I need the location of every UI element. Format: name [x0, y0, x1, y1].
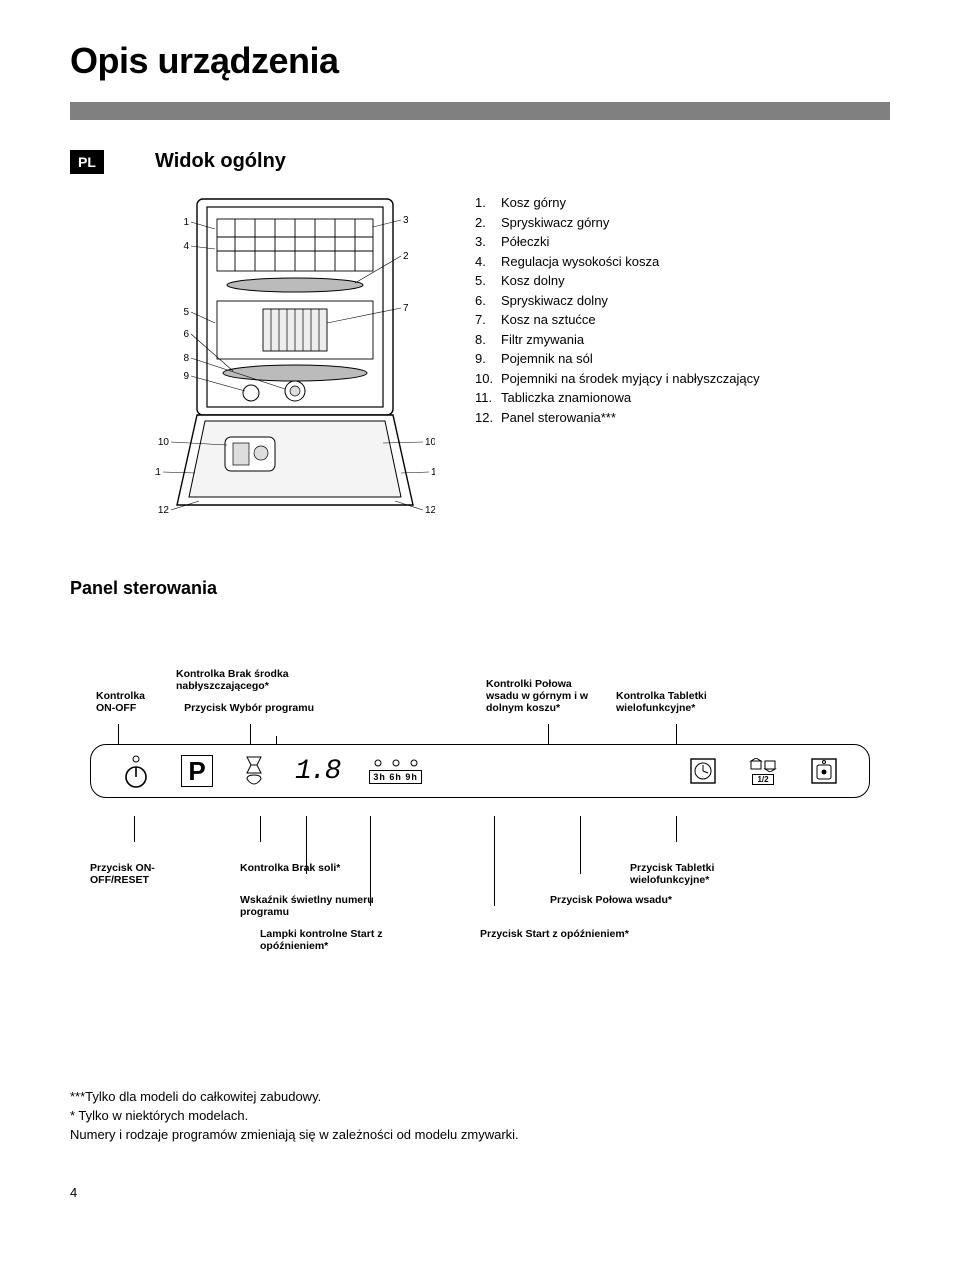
- svg-text:2: 2: [403, 251, 409, 262]
- svg-text:1: 1: [183, 217, 189, 228]
- language-badge: PL: [70, 150, 104, 174]
- svg-text:3: 3: [403, 215, 409, 226]
- legend-item: 10.Pojemniki na środek myjący i nabłyszc…: [475, 369, 890, 389]
- footnote-line: ***Tylko dla modeli do całkowitej zabudo…: [70, 1088, 890, 1107]
- legend-item: 9.Pojemnik na sól: [475, 349, 890, 369]
- delay-leds-label: Lampki kontrolne Start z opóźnieniem*: [260, 928, 430, 952]
- tablet-button-label: Przycisk Tabletki wielofunkcyjne*: [630, 862, 780, 886]
- legend-item: 2.Spryskiwacz górny: [475, 213, 890, 233]
- svg-text:8: 8: [183, 353, 189, 364]
- legend-item: 12.Panel sterowania***: [475, 408, 890, 428]
- page-title: Opis urządzenia: [70, 40, 890, 82]
- overview-legend: 1.Kosz górny 2.Spryskiwacz górny 3.Półec…: [475, 193, 890, 427]
- page-number: 4: [70, 1185, 890, 1200]
- program-button-label: Przycisk Wybór programu: [176, 702, 334, 714]
- svg-text:9: 9: [183, 371, 189, 382]
- svg-text:12: 12: [425, 505, 435, 516]
- svg-text:7: 7: [403, 303, 409, 314]
- onoff-button-label: Przycisk ON-OFF/RESET: [90, 862, 210, 886]
- onoff-icon: [121, 751, 151, 791]
- panel-bottom-labels: Przycisk ON-OFF/RESET Kontrolka Brak sol…: [90, 828, 870, 978]
- footnote-line: * Tylko w niektórych modelach.: [70, 1107, 890, 1126]
- control-panel-strip: P 1.8 3h 6h 9h: [90, 744, 870, 798]
- svg-text:4: 4: [183, 241, 189, 252]
- rinse-salt-icons: [243, 751, 265, 791]
- delay-button-label: Przycisk Start z opóźnieniem*: [480, 928, 630, 940]
- legend-item: 5.Kosz dolny: [475, 271, 890, 291]
- legend-item: 11.Tabliczka znamionowa: [475, 388, 890, 408]
- delay-hours-group: 3h 6h 9h: [369, 758, 422, 784]
- gray-separator: [70, 102, 890, 120]
- appliance-diagram: 1 4 5 6 8 9 3 2 7: [155, 193, 435, 528]
- panel-title: Panel sterowania: [70, 578, 890, 599]
- panel-top-labels: Kontrolka ON-OFF Kontrolka Brak środka n…: [90, 654, 870, 714]
- svg-text:10: 10: [425, 437, 435, 448]
- footnote-line: Numery i rodzaje programów zmieniają się…: [70, 1126, 890, 1145]
- legend-item: 4.Regulacja wysokości kosza: [475, 252, 890, 272]
- legend-item: 3.Półeczki: [475, 232, 890, 252]
- svg-text:12: 12: [158, 505, 170, 516]
- legend-item: 7.Kosz na sztućce: [475, 310, 890, 330]
- svg-text:6: 6: [183, 329, 189, 340]
- rinse-led-label: Kontrolka Brak środka nabłyszczającego*: [176, 668, 334, 692]
- svg-text:10: 10: [158, 437, 170, 448]
- salt-led-label: Kontrolka Brak soli*: [240, 862, 350, 874]
- onoff-led-label: Kontrolka ON-OFF: [90, 690, 170, 714]
- svg-text:11: 11: [155, 467, 161, 478]
- svg-text:11: 11: [431, 467, 435, 478]
- tablet-led-label: Kontrolka Tabletki wielofunkcyjne*: [610, 690, 730, 714]
- tablet-icon: [809, 756, 839, 786]
- clock-icon: [689, 757, 717, 785]
- legend-item: 8.Filtr zmywania: [475, 330, 890, 350]
- halfload-button-label: Przycisk Połowa wsadu*: [550, 894, 700, 906]
- halfload-icon: 1/2: [747, 758, 779, 785]
- program-number-display: 1.8: [295, 756, 339, 787]
- halfload-led-label: Kontrolki Połowa wsadu w górnym i w doln…: [480, 678, 610, 714]
- footnotes: ***Tylko dla modeli do całkowitej zabudo…: [70, 1088, 890, 1145]
- legend-item: 6.Spryskiwacz dolny: [475, 291, 890, 311]
- prognum-display-label: Wskaźnik świetlny numeru programu: [240, 894, 390, 918]
- svg-text:5: 5: [183, 307, 189, 318]
- legend-item: 1.Kosz górny: [475, 193, 890, 213]
- overview-subtitle: Widok ogólny: [155, 150, 890, 173]
- program-letter-icon: P: [181, 755, 213, 787]
